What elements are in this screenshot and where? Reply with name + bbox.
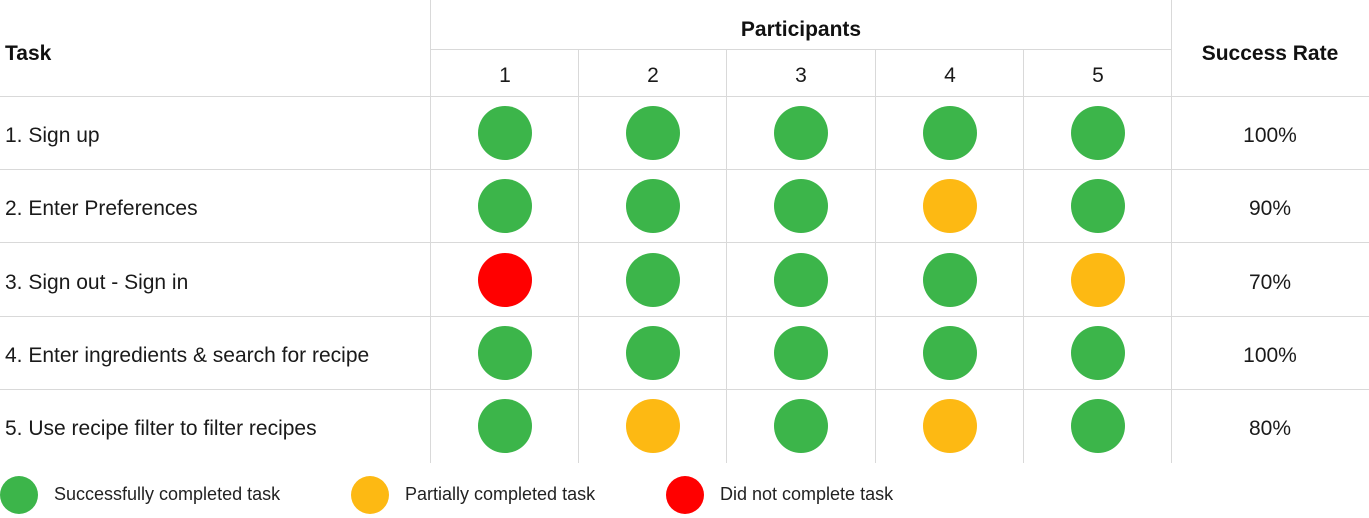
status-dot-success (923, 326, 977, 380)
status-dot-success (774, 399, 828, 453)
status-dot-success (774, 253, 828, 307)
column-divider (430, 0, 431, 463)
status-dot-partial (923, 399, 977, 453)
task-header: Task (5, 42, 52, 65)
participant-number: 3 (795, 64, 807, 87)
status-dot-success (478, 326, 532, 380)
success-rate-value: 100% (1243, 344, 1297, 367)
participant-number: 2 (647, 64, 659, 87)
status-dot-success (478, 106, 532, 160)
participant-number: 5 (1092, 64, 1104, 87)
status-dot-success (923, 106, 977, 160)
status-dot-success (478, 179, 532, 233)
row-divider (0, 316, 1369, 317)
participant-number: 4 (944, 64, 956, 87)
legend-partial-dot (351, 476, 389, 514)
row-divider (0, 96, 1369, 97)
status-dot-partial (1071, 253, 1125, 307)
status-dot-success (1071, 326, 1125, 380)
status-dot-success (923, 253, 977, 307)
participants-header: Participants (740, 18, 862, 41)
row-divider (431, 49, 1171, 50)
legend-partial-label: Partially completed task (405, 484, 596, 504)
task-label: 3. Sign out - Sign in (5, 271, 189, 294)
success-rate-header: Success Rate (1201, 42, 1339, 65)
row-divider (0, 389, 1369, 390)
participant-number: 1 (499, 64, 511, 87)
status-dot-partial (923, 179, 977, 233)
success-rate-value: 80% (1248, 417, 1292, 440)
column-divider (726, 49, 727, 463)
row-divider (0, 169, 1369, 170)
status-dot-success (626, 106, 680, 160)
status-dot-fail (478, 253, 532, 307)
status-dot-success (774, 106, 828, 160)
status-dot-partial (626, 399, 680, 453)
status-dot-success (626, 326, 680, 380)
legend-fail-label: Did not complete task (720, 484, 894, 504)
legend-success-dot (0, 476, 38, 514)
success-rate-value: 70% (1248, 271, 1292, 294)
status-dot-success (774, 326, 828, 380)
status-dot-success (626, 253, 680, 307)
status-dot-success (1071, 179, 1125, 233)
task-label: 4. Enter ingredients & search for recipe (5, 344, 370, 367)
task-label: 2. Enter Preferences (5, 197, 198, 220)
column-divider (578, 49, 579, 463)
task-label: 5. Use recipe filter to filter recipes (5, 417, 317, 440)
column-divider (1171, 0, 1172, 463)
status-dot-success (478, 399, 532, 453)
legend-fail-dot (666, 476, 704, 514)
success-rate-value: 90% (1248, 197, 1292, 220)
task-label: 1. Sign up (5, 124, 100, 147)
status-dot-success (774, 179, 828, 233)
row-divider (0, 242, 1369, 243)
legend-success-label: Successfully completed task (54, 484, 281, 504)
column-divider (1023, 49, 1024, 463)
success-rate-value: 100% (1243, 124, 1297, 147)
status-dot-success (1071, 399, 1125, 453)
status-dot-success (1071, 106, 1125, 160)
column-divider (875, 49, 876, 463)
status-dot-success (626, 179, 680, 233)
